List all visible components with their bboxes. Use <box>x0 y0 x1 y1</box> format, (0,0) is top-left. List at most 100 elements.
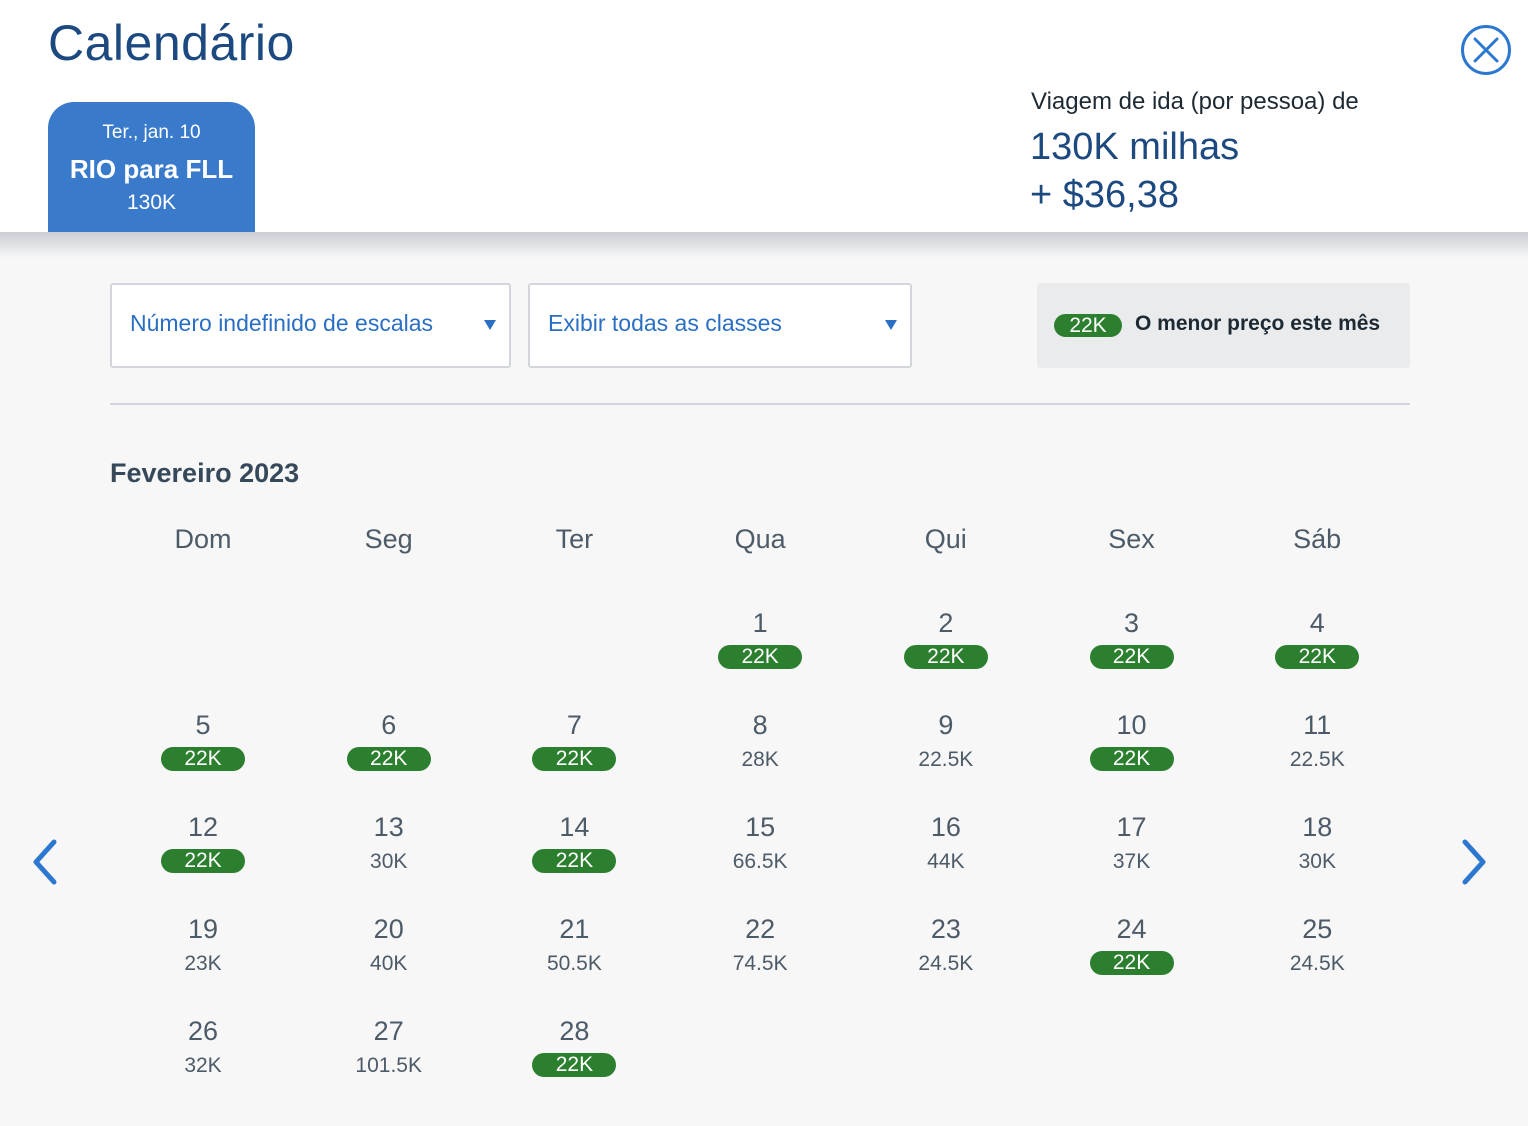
day-number: 26 <box>187 1016 219 1046</box>
lowest-price-badge: 22K <box>1089 951 1174 975</box>
day-price: 24.5K <box>1289 952 1345 975</box>
calendar-day[interactable]: 20 40K <box>296 914 482 1006</box>
legend-text: O menor preço este mês <box>1135 312 1381 335</box>
day-price: 28K <box>741 748 779 771</box>
calendar-day[interactable]: 15 66.5K <box>667 812 853 904</box>
calendar-day[interactable]: 19 23K <box>110 914 296 1006</box>
weekday-label: Ter <box>555 524 594 554</box>
stops-select[interactable]: Número indefinido de escalas <box>110 283 511 368</box>
calendar-day[interactable]: 24 22K <box>1039 914 1225 1006</box>
close-button[interactable] <box>1461 25 1511 75</box>
lowest-price-badge: 22K <box>903 645 988 669</box>
calendar-day[interactable]: 21 50.5K <box>481 914 667 1006</box>
calendar-day[interactable]: 13 30K <box>296 812 482 904</box>
calendar-day[interactable]: 28 22K <box>481 1016 667 1108</box>
day-price: 22.5K <box>1289 748 1345 771</box>
day-number: 7 <box>566 710 582 740</box>
chevron-right-icon <box>1462 839 1486 885</box>
previous-month-button[interactable] <box>26 832 66 892</box>
day-price: 30K <box>370 850 408 873</box>
day-number: 10 <box>1116 710 1147 740</box>
day-number: 27 <box>373 1016 404 1046</box>
calendar-day[interactable]: 25 24.5K <box>1224 914 1410 1006</box>
calendar-day[interactable]: 6 22K <box>296 710 482 802</box>
page-title: Calendário <box>48 15 295 71</box>
lowest-price-badge: 22K <box>532 1053 617 1077</box>
calendar-day[interactable]: 16 44K <box>853 812 1039 904</box>
day-number: 21 <box>559 914 590 944</box>
weekday-label: Qua <box>734 524 786 554</box>
day-number: 5 <box>195 710 211 740</box>
calendar-day[interactable]: 10 22K <box>1039 710 1225 802</box>
class-select-label: Exibir todas as classes <box>548 310 782 336</box>
lowest-price-badge: 22K <box>532 849 617 873</box>
day-number: 18 <box>1302 812 1333 842</box>
weekday-label: Sáb <box>1293 524 1342 554</box>
header-shadow <box>0 232 1528 258</box>
day-number: 4 <box>1309 608 1325 638</box>
day-price: 44K <box>927 850 965 873</box>
flight-tab[interactable]: Ter., jan. 10 RIO para FLL 130K <box>48 102 255 232</box>
day-number: 3 <box>1124 608 1140 638</box>
next-month-button[interactable] <box>1453 832 1493 892</box>
flight-tab-price: 130K <box>126 191 177 214</box>
day-number: 13 <box>373 812 404 842</box>
day-number: 19 <box>187 914 219 944</box>
calendar-day[interactable]: 2 22K <box>853 608 1039 700</box>
weekday-label: Dom <box>174 524 232 554</box>
calendar-day[interactable]: 11 22.5K <box>1224 710 1410 802</box>
caret-down-icon <box>885 320 897 330</box>
day-price: 22.5K <box>918 748 974 771</box>
calendar-day[interactable]: 7 22K <box>481 710 667 802</box>
lowest-price-legend: 22K O menor preço este mês <box>1037 283 1410 368</box>
day-number: 12 <box>187 812 219 842</box>
calendar-day[interactable]: 3 22K <box>1039 608 1225 700</box>
header: Calendário Ter., jan. 10 RIO para FLL 13… <box>0 0 1528 232</box>
calendar-day[interactable]: 1 22K <box>667 608 853 700</box>
day-number: 17 <box>1116 812 1147 842</box>
weekday-label: Sex <box>1108 524 1155 554</box>
month-title: Fevereiro 2023 <box>110 458 300 488</box>
calendar-day[interactable]: 17 37K <box>1039 812 1225 904</box>
day-number: 25 <box>1302 914 1333 944</box>
trip-miles: 130K milhas <box>1030 126 1240 168</box>
calendar-day[interactable]: 9 22.5K <box>853 710 1039 802</box>
stops-select-label: Número indefinido de escalas <box>130 310 434 336</box>
day-number: 22 <box>745 914 776 944</box>
class-select[interactable]: Exibir todas as classes <box>528 283 912 368</box>
day-number: 20 <box>373 914 404 944</box>
close-icon <box>1473 37 1499 63</box>
calendar-day[interactable]: 18 30K <box>1224 812 1410 904</box>
trip-label: Viagem de ida (por pessoa) de <box>1031 88 1359 115</box>
calendar-day[interactable]: 8 28K <box>667 710 853 802</box>
day-number: 15 <box>745 812 776 842</box>
day-price: 40K <box>370 952 408 975</box>
lowest-price-badge: 22K <box>161 747 245 771</box>
day-number: 8 <box>752 710 768 740</box>
calendar-day[interactable]: 5 22K <box>110 710 296 802</box>
trip-fee: + $36,38 <box>1030 174 1179 216</box>
lowest-price-badge: 22K <box>532 747 617 771</box>
day-price: 50.5K <box>546 952 602 975</box>
divider <box>110 403 1410 405</box>
day-price: 30K <box>1298 850 1336 873</box>
calendar-day[interactable]: 26 32K <box>110 1016 296 1108</box>
calendar-grid: 1 22K 2 22K 3 22K 4 22K 5 22K 6 22K 7 22K 8 28K 9 22.5K 10… <box>110 0 1410 1126</box>
day-number: 6 <box>381 710 397 740</box>
calendar-day[interactable]: 22 74.5K <box>667 914 853 1006</box>
calendar-day[interactable]: 12 22K <box>110 812 296 904</box>
day-number: 23 <box>930 914 961 944</box>
day-number: 11 <box>1303 710 1332 740</box>
day-price: 32K <box>184 1054 222 1077</box>
caret-down-icon <box>484 320 496 330</box>
flight-tab-date: Ter., jan. 10 <box>102 122 201 143</box>
calendar-day[interactable]: 14 22K <box>481 812 667 904</box>
day-number: 16 <box>930 812 961 842</box>
weekday-label: Seg <box>364 524 413 554</box>
calendar-day[interactable]: 27 101.5K <box>296 1016 482 1108</box>
calendar-day[interactable]: 4 22K <box>1224 608 1410 700</box>
calendar-day[interactable]: 23 24.5K <box>853 914 1039 1006</box>
day-price: 74.5K <box>732 952 788 975</box>
day-number: 1 <box>752 608 768 638</box>
flight-tab-route: RIO para FLL <box>69 154 234 184</box>
